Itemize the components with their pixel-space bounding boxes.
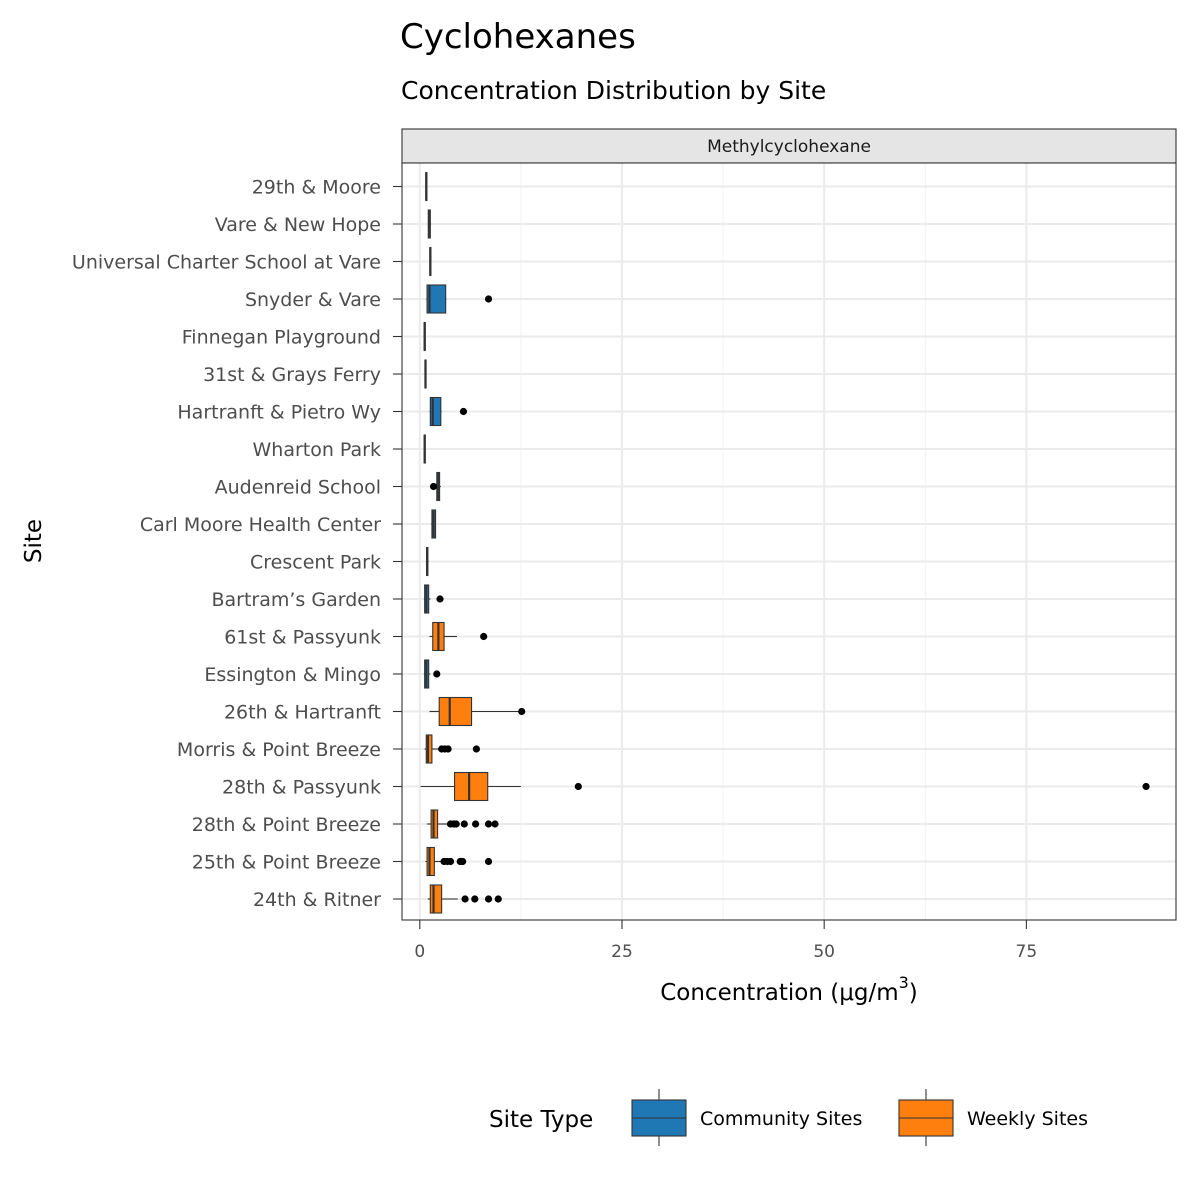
outlier-point	[459, 407, 468, 416]
outlier-point	[452, 820, 460, 828]
y-tick-label: 28th & Point Breeze	[192, 814, 381, 836]
y-tick-label: Morris & Point Breeze	[177, 739, 381, 761]
outlier-point	[484, 295, 493, 303]
box-iqr	[425, 734, 433, 764]
x-tick-label: 50	[813, 942, 835, 962]
y-tick-label: Bartram’s Garden	[211, 589, 381, 611]
legend-label: Community Sites	[700, 1108, 862, 1130]
boxplot-13	[423, 659, 441, 689]
x-axis-title-text: Concentration (μg/m	[660, 980, 898, 1006]
boxplot-4	[423, 321, 426, 352]
boxplot-3	[426, 284, 493, 314]
x-tick-label: 0	[414, 942, 425, 962]
outlier-point	[480, 632, 488, 641]
chart-subtitle: Concentration Distribution by Site	[401, 76, 826, 105]
boxplot-0	[425, 171, 428, 202]
plot-panel	[402, 163, 1176, 920]
box-iqr	[429, 884, 443, 914]
chart-title: Cyclohexanes	[400, 17, 636, 57]
outlier-point	[436, 595, 444, 603]
y-tick-label: Universal Charter School at Vare	[72, 252, 381, 274]
box-iqr	[429, 396, 442, 427]
boxplot-18	[425, 846, 493, 877]
outlier-point	[574, 782, 582, 791]
boxplot-15	[424, 734, 481, 764]
outlier-point	[518, 707, 526, 716]
outlier-point	[491, 820, 499, 828]
legend-item-0: Community Sites	[631, 1089, 862, 1146]
outlier-point	[461, 895, 469, 903]
boxplot-2	[429, 246, 432, 277]
y-tick-label: 28th & Passyunk	[222, 777, 381, 799]
boxplot-5	[424, 359, 427, 389]
plot-panel-border	[401, 162, 1177, 921]
box-iqr	[426, 846, 435, 877]
y-tick-label: 29th & Moore	[252, 177, 381, 199]
y-tick-label: Essington & Mingo	[204, 664, 381, 686]
outlier-point	[471, 820, 480, 828]
outlier-point	[1142, 782, 1150, 791]
y-tick-label: 26th & Hartranft	[224, 702, 381, 724]
outlier-point	[460, 820, 468, 828]
x-tick-label: 25	[611, 942, 633, 962]
box-iqr	[454, 771, 489, 802]
boxplot-10	[425, 546, 429, 577]
y-tick-label: 25th & Point Breeze	[192, 852, 381, 874]
y-tick-label: Wharton Park	[252, 439, 381, 461]
y-tick-label: Finnegan Playground	[182, 327, 381, 349]
boxplot-1	[427, 209, 432, 239]
outlier-point	[494, 895, 502, 903]
y-tick-label: 24th & Ritner	[253, 889, 381, 911]
outlier-point	[484, 895, 493, 903]
y-axis-title: Site	[21, 519, 47, 563]
outlier-point	[429, 482, 438, 491]
legend-item-1: Weekly Sites	[898, 1089, 1088, 1146]
y-tick-label: 61st & Passyunk	[224, 627, 381, 649]
boxplot-6	[429, 396, 468, 427]
legend-label: Weekly Sites	[967, 1108, 1088, 1130]
boxplot-12	[429, 621, 488, 652]
y-tick-label: Carl Moore Health Center	[140, 514, 381, 536]
boxplots	[420, 171, 1150, 914]
boxplot-19	[427, 884, 502, 914]
y-tick-label: 31st & Grays Ferry	[203, 364, 381, 386]
legend: Site Type Community Sites Weekly Sites	[489, 1089, 1088, 1146]
box-iqr	[438, 696, 473, 727]
boxplot-11	[423, 584, 444, 614]
outlier-point	[471, 895, 479, 903]
facet-strip	[401, 128, 1177, 164]
grid-lines	[402, 163, 1176, 920]
facet-label: Methylcyclohexane	[707, 137, 871, 157]
outlier-point	[472, 745, 481, 753]
boxplot-8	[429, 471, 441, 502]
outlier-point	[446, 857, 455, 866]
x-axis-title-suffix: )	[909, 980, 918, 1006]
y-tick-label: Crescent Park	[250, 552, 381, 574]
boxplot-9	[431, 509, 437, 539]
x-axis: 0 25 50 75	[414, 920, 1037, 962]
y-tick-label: Snyder & Vare	[245, 289, 381, 311]
outlier-point	[444, 745, 452, 753]
outlier-point	[484, 857, 493, 866]
boxplot-14	[429, 696, 526, 727]
legend-title: Site Type	[489, 1107, 593, 1133]
boxplot-17	[427, 809, 499, 839]
y-tick-label: Vare & New Hope	[215, 214, 381, 236]
box-iqr	[426, 284, 447, 314]
boxplot-7	[423, 434, 426, 464]
boxplot-16	[420, 771, 1150, 802]
y-axis: 29th & Moore Vare & New Hope Universal Cha…	[72, 177, 402, 911]
outlier-point	[433, 670, 441, 678]
y-tick-label: Hartranft & Pietro Wy	[177, 402, 381, 424]
x-axis-title-superscript: 3	[899, 973, 909, 992]
outlier-point	[459, 857, 467, 866]
x-axis-title: Concentration (μg/m3)	[660, 973, 918, 1006]
y-tick-label: Audenreid School	[215, 477, 381, 499]
x-tick-label: 75	[1016, 942, 1038, 962]
outlier-point	[484, 820, 493, 828]
